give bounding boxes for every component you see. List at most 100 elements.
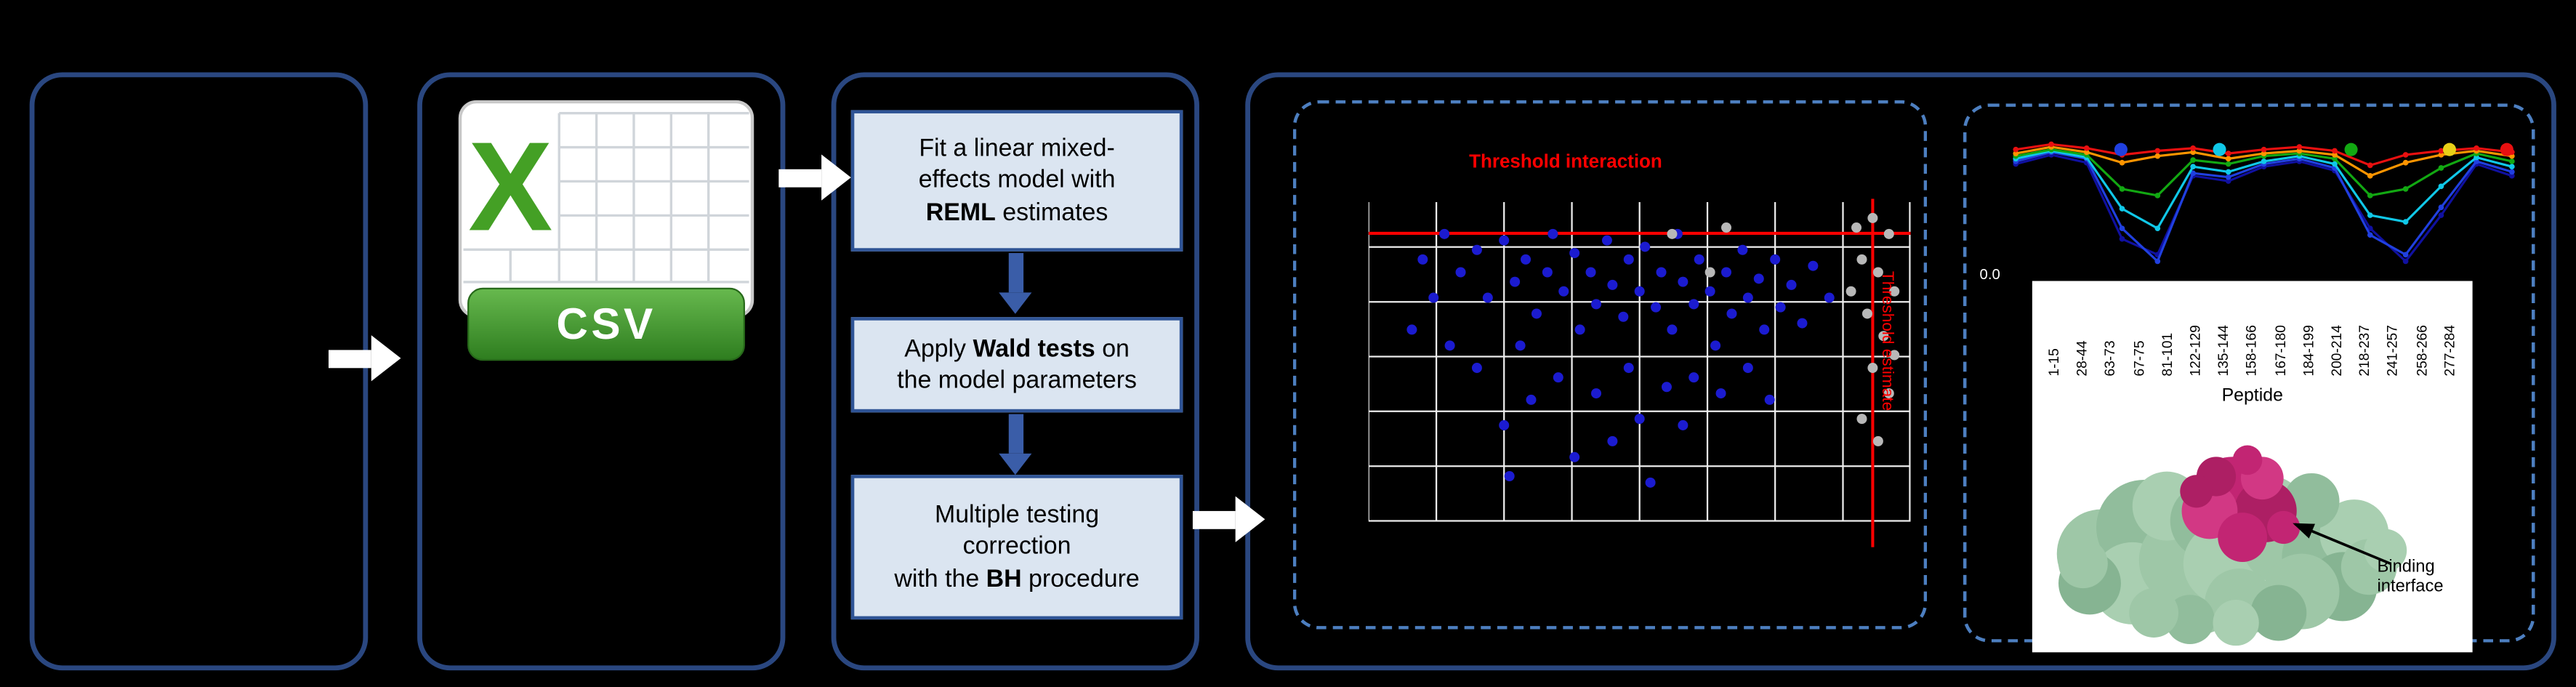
profile-point [2119,159,2125,166]
peptide-tick-label: 158-166 [2243,325,2260,377]
scatter-point [1786,279,1797,290]
scatter-point [1661,382,1672,393]
profile-point [2402,219,2409,225]
scatter-point [1759,324,1770,335]
profile-point [2332,148,2338,154]
scatter-point [1618,311,1629,322]
peptide-tick-label: 28-44 [2073,340,2090,377]
step-text-pre: Apply [904,334,973,363]
peptide-panel: 1-15 28-44 63-73 67-75 81-101 122-129 135-144 1… [2032,281,2473,653]
legend-dot [2213,142,2226,156]
scatter-point [1651,302,1662,313]
profile-point [2367,232,2373,238]
profile-point [2225,161,2231,167]
csv-file-icon: X CSV [458,100,754,361]
profile-point [2154,193,2161,198]
uptake-profile-chart [2013,141,2515,265]
profile-point [2438,212,2444,218]
scatter-point [1667,324,1678,335]
step-wald-tests-text: Apply Wald tests on the model parameters [897,333,1137,396]
scatter-point [1878,331,1889,342]
profile-point [2332,152,2338,158]
scatter-point [1694,254,1704,265]
profile-point [2048,141,2054,148]
profile-y-tick: 0.0 [1979,266,2000,283]
peptide-tick-label: 67-75 [2130,340,2147,377]
peptide-tick-label: 184-199 [2299,325,2317,377]
scatter-point [1883,228,1894,239]
scatter-point [1455,267,1466,278]
arrow-head [371,335,401,382]
arrow-shaft [1007,253,1023,293]
scatter-point [1607,435,1618,446]
profile-point [2154,153,2161,159]
peptide-tick-label: 258-266 [2412,325,2429,377]
profile-point [2225,178,2231,184]
profile-point [2119,186,2125,192]
scatter-point [1867,212,1878,223]
peptide-tick-label: 122-129 [2186,325,2203,377]
profile-point [2402,186,2409,192]
arrow-head [999,292,1032,314]
spreadsheet-grid [463,112,749,284]
legend-dot [2500,142,2513,156]
scatter-point [1623,254,1634,265]
profile-point [2225,156,2231,162]
profile-point [2119,206,2125,212]
scatter-point [1591,388,1602,399]
profile-point [2083,149,2090,156]
scatter-point [1634,286,1645,297]
step-fit-model-text: Fit a linear mixed- effects model with R… [919,134,1116,228]
results-scatter-panel: Threshold interaction Threshold estimate [1292,100,1928,630]
profile-point [2083,145,2090,151]
arrow-shaft [329,349,371,368]
flow-arrow-3 [1192,496,1265,542]
peptide-tick-label: 81-101 [2158,332,2175,377]
profile-point [2402,258,2409,265]
profile-point [2438,152,2444,158]
scatter-point [1499,235,1510,246]
step-arrow-1 [999,253,1032,314]
scatter-point [1585,267,1596,278]
threshold-scatter-plot [1368,198,1911,547]
scatter-point [1623,363,1634,374]
scatter-point [1775,302,1786,313]
scatter-point [1406,324,1417,335]
scatter-point [1704,267,1715,278]
scatter-point [1656,267,1667,278]
profile-point [2332,161,2338,167]
scatter-point [1510,276,1521,287]
profile-point [2438,183,2444,190]
scatter-point [1504,470,1515,482]
legend-dot [2344,142,2358,156]
profile-point [2225,169,2231,175]
profile-point [2225,150,2231,156]
profile-point [2332,156,2338,162]
scatter-point [1558,286,1569,297]
profile-point [2438,165,2444,171]
scatter-point [1444,340,1455,351]
peptide-tick-label: 135-144 [2215,325,2231,377]
protein-structure [2056,445,2407,646]
profile-point [2225,174,2231,180]
scatter-point [1569,451,1580,462]
scatter-point [1889,286,1900,297]
flow-arrow-1 [329,335,401,382]
scatter-point [1471,244,1482,255]
arrow-head [1235,496,1265,542]
profile-point [2013,146,2019,153]
scatter-point [1856,414,1867,425]
arrow-head [999,453,1032,475]
scatter-point [1542,267,1553,278]
profile-point [2367,172,2373,179]
scatter-point [1742,292,1753,303]
panel-results: Threshold interaction Threshold estimate… [1245,72,2556,671]
scatter-point [1574,324,1585,335]
profile-point [2154,148,2161,154]
scatter-point [1634,414,1645,425]
scatter-point [1515,340,1526,351]
profile-point [2261,158,2267,164]
peptide-tick-label: 63-73 [2101,340,2119,377]
profile-point [2119,236,2125,242]
